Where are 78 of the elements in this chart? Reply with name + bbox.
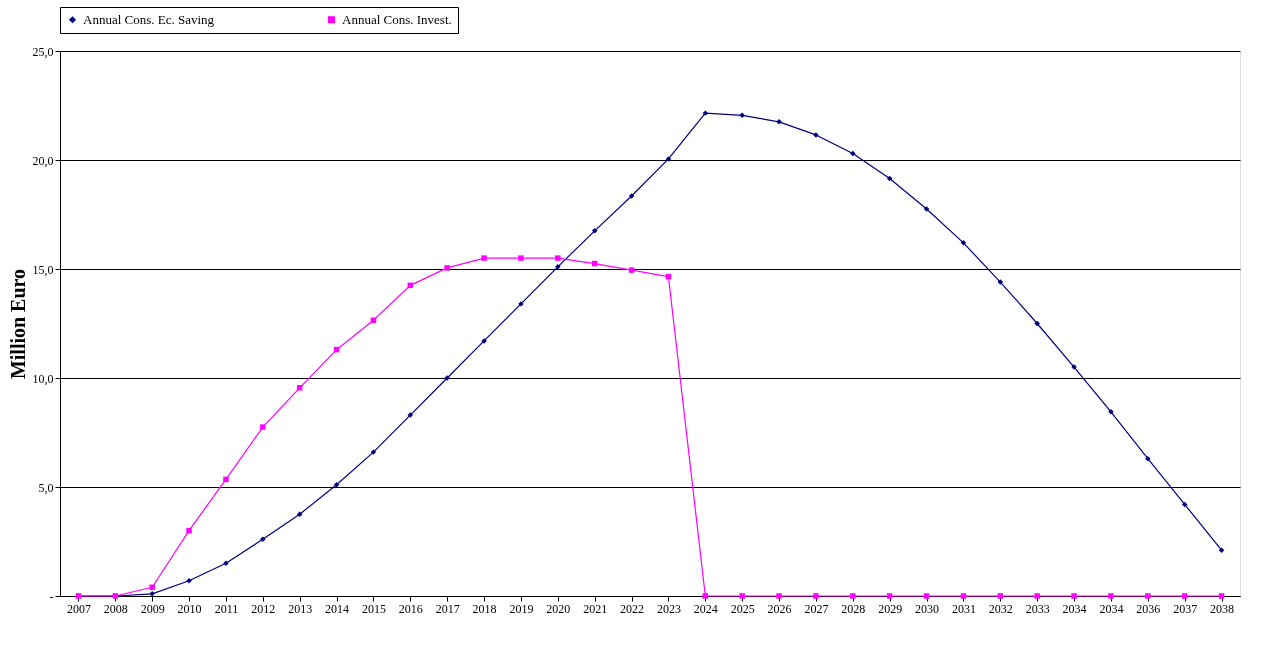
point	[186, 578, 192, 584]
point	[333, 482, 340, 488]
point	[923, 206, 930, 212]
legend-label: Annual Cons. Ec. Saving	[83, 11, 215, 27]
x-tick-label: 2012	[251, 601, 276, 616]
x-tick-label: 2029	[878, 601, 903, 616]
x-tick-label: 2009	[140, 601, 165, 616]
x-tick-label: 2030	[915, 601, 940, 616]
x-tick-label: 2034	[1099, 601, 1124, 616]
point	[591, 228, 598, 234]
point	[628, 193, 635, 199]
point	[628, 267, 635, 273]
point	[296, 385, 303, 391]
x-tick-label: 2007	[66, 601, 91, 616]
point	[555, 255, 561, 261]
x-tick-label: 2032	[988, 601, 1013, 616]
y-tick-label: 25,0	[32, 44, 54, 59]
point	[149, 584, 155, 591]
point	[923, 593, 930, 599]
point	[850, 150, 856, 157]
point	[886, 593, 893, 599]
x-tick-label: 2037	[1173, 601, 1198, 616]
point	[1034, 320, 1040, 327]
x-tick-label: 2027	[804, 601, 829, 616]
legend-label: Annual Cons. Invest.	[342, 11, 452, 27]
point	[518, 255, 524, 261]
x-tick-label: 2017	[435, 601, 460, 616]
x-tick-label: 2034	[1062, 601, 1087, 616]
point	[260, 424, 266, 430]
point	[1108, 409, 1114, 415]
point	[481, 255, 487, 261]
point	[407, 412, 414, 418]
x-tick-label: 2024	[693, 601, 718, 616]
x-tick-label: 2014	[325, 601, 350, 616]
x-tick-label: 2010	[177, 601, 202, 616]
point	[702, 110, 709, 116]
point	[296, 511, 303, 517]
point	[223, 476, 229, 483]
y-tick-label: 10,0	[32, 371, 54, 386]
point	[665, 156, 672, 162]
point	[444, 265, 450, 271]
point	[1145, 455, 1151, 462]
point	[1218, 593, 1225, 599]
y-tick-label: 5,0	[38, 480, 54, 495]
point	[739, 112, 745, 119]
x-tick-label: 2008	[103, 601, 128, 616]
x-tick-label: 2018	[472, 601, 497, 616]
point	[223, 560, 229, 567]
x-tick-label: 2025	[730, 601, 755, 616]
point	[1181, 593, 1188, 599]
x-tick-label: 2026	[767, 601, 792, 616]
x-tick-label: 2021	[583, 601, 608, 616]
x-tick-label: 2011	[214, 601, 239, 616]
y-axis-title: Million Euro	[6, 268, 29, 380]
x-tick-label: 2033	[1025, 601, 1050, 616]
point	[370, 317, 377, 323]
point	[186, 527, 192, 534]
x-tick-label: 2015	[361, 601, 386, 616]
x-tick-label: 2022	[620, 601, 645, 616]
point	[370, 449, 377, 455]
point	[149, 591, 155, 597]
point	[260, 536, 266, 543]
point	[997, 279, 1004, 285]
x-tick-label: 2016	[398, 601, 423, 616]
x-tick-label: 2020	[546, 601, 571, 616]
point	[960, 240, 967, 246]
y-tick-label: 20,0	[32, 153, 54, 168]
point	[555, 264, 561, 270]
y-tick-label: 15,0	[32, 262, 54, 277]
x-tick-label: 2019	[509, 601, 534, 616]
point	[1218, 547, 1225, 553]
x-tick-label: 2031	[951, 601, 976, 616]
x-tick-label: 2038	[1210, 601, 1235, 616]
x-tick-label: 2013	[288, 601, 313, 616]
y-tick-label: -	[49, 589, 54, 604]
x-tick-label: 2036	[1136, 601, 1161, 616]
x-tick-label: 2023	[656, 601, 681, 616]
x-tick-label: 2028	[841, 601, 866, 616]
